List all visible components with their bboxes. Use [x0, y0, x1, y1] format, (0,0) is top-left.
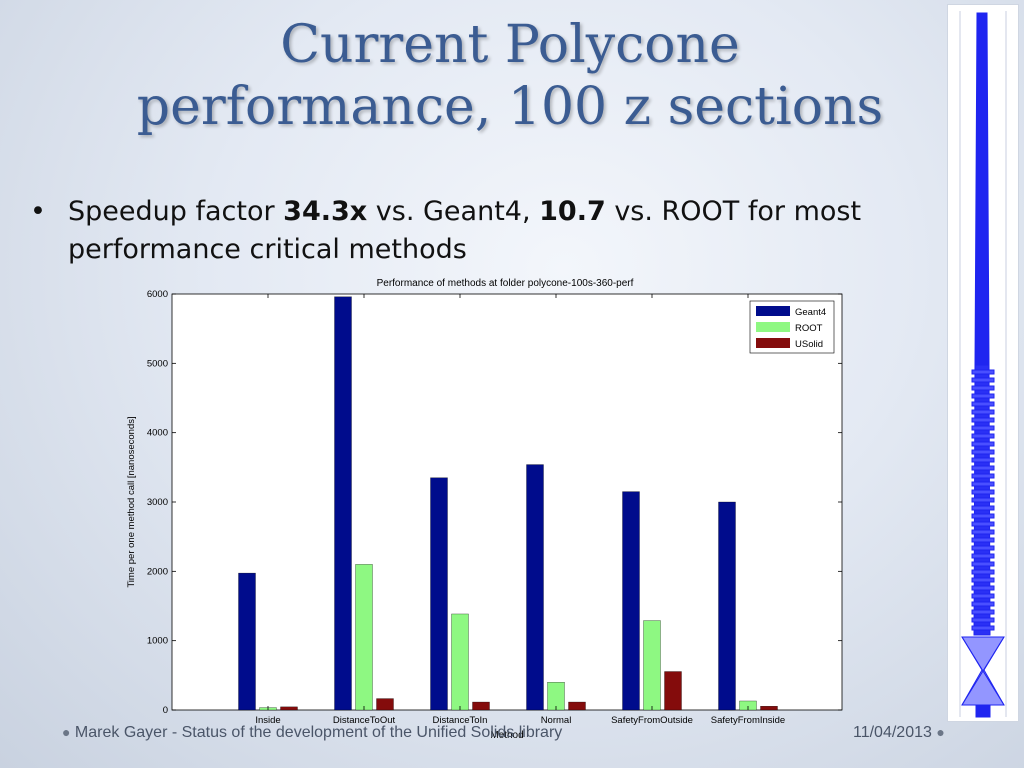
bar-geant4-distancetoout	[334, 296, 352, 711]
polycone-rib	[971, 569, 995, 575]
y-axis: 0 1000 2000 3000 4000 5000 6000	[147, 289, 842, 716]
footer-text: Marek Gayer - Status of the development …	[74, 724, 563, 741]
bullet-marker: •	[30, 196, 46, 227]
x-axis-label: Method	[490, 730, 523, 741]
polycone-rib	[971, 481, 995, 487]
bullet-pre: Speedup factor	[68, 196, 284, 227]
polycone-rib	[971, 433, 995, 439]
polycone-rib	[971, 449, 995, 455]
legend-swatch-geant4	[756, 306, 790, 316]
footer-dot-right: ●	[936, 724, 945, 740]
polycone-rib	[971, 457, 995, 463]
polycone-rib	[971, 561, 995, 567]
bar-usolid-distancetoin	[472, 701, 490, 711]
polycone-rib	[971, 577, 995, 583]
polycone-rib	[971, 417, 995, 423]
polycone-rib	[971, 585, 995, 591]
bullet-post: vs. ROOT for most performance critical m…	[68, 196, 862, 265]
chart-title: Performance of methods at folder polycon…	[377, 278, 634, 289]
polycone-rib	[971, 625, 995, 631]
polycone-rib	[971, 553, 995, 559]
x-tick-label: Normal	[541, 715, 572, 726]
legend-swatch-root	[756, 322, 790, 332]
bar-usolid-normal	[568, 701, 586, 711]
x-tick-label: SafetyFromInside	[711, 715, 785, 726]
bullet-mid: vs. Geant4,	[367, 196, 540, 227]
y-tick-label: 4000	[147, 428, 168, 439]
polycone-rib	[971, 489, 995, 495]
polycone-rib	[971, 617, 995, 623]
legend-swatch-usolid	[756, 338, 790, 348]
polycone-rib	[971, 545, 995, 551]
bar-root-distancetoout	[355, 564, 373, 711]
y-tick-label: 1000	[147, 636, 168, 647]
legend-label-usolid: USolid	[795, 339, 823, 350]
y-tick-label: 0	[163, 705, 168, 716]
polycone-rib	[971, 385, 995, 391]
x-tick-label: SafetyFromOutside	[611, 715, 693, 726]
y-tick-label: 2000	[147, 566, 168, 577]
bar-root-distancetoin	[451, 613, 469, 711]
bar-geant4-inside	[238, 572, 256, 711]
polycone-rib	[971, 441, 995, 447]
polycone-rib	[971, 609, 995, 615]
footer-left: ● Marek Gayer - Status of the developmen…	[62, 724, 562, 742]
polycone-rib	[971, 369, 995, 375]
y-axis-label: Time per one method call [nanoseconds]	[126, 416, 137, 587]
polycone-rib	[971, 465, 995, 471]
bullet-text: Speedup factor 34.3x vs. Geant4, 10.7 vs…	[68, 193, 928, 269]
bar-usolid-safetyfromoutside	[664, 671, 682, 711]
title-line-1: Current Polycone	[280, 15, 740, 75]
slide-title: Current Polycone performance, 100 z sect…	[60, 14, 960, 138]
polycone-rib	[971, 529, 995, 535]
polycone-rib	[971, 505, 995, 511]
bars	[238, 296, 778, 711]
polycone-rib	[971, 521, 995, 527]
performance-chart: Performance of methods at folder polycon…	[126, 278, 843, 741]
x-tick-label: DistanceToIn	[433, 715, 488, 726]
polycone-wireframe-icon	[959, 11, 1007, 718]
footer-date: 11/04/2013	[853, 724, 932, 741]
polycone-rib	[971, 473, 995, 479]
geant-speedup: 34.3x	[283, 196, 368, 227]
x-tick-label: Inside	[255, 715, 280, 726]
polycone-rib	[971, 409, 995, 415]
polycone-rib	[971, 537, 995, 543]
bar-root-normal	[547, 682, 565, 711]
bar-geant4-distancetoin	[430, 477, 448, 711]
polycone-rib	[971, 425, 995, 431]
polycone-rib	[971, 497, 995, 503]
bar-usolid-inside	[280, 706, 298, 711]
y-tick-label: 3000	[147, 497, 168, 508]
y-tick-label: 5000	[147, 358, 168, 369]
title-line-2: performance, 100 z sections	[136, 77, 884, 137]
root-speedup: 10.7	[539, 196, 606, 227]
bar-geant4-safetyfromoutside	[622, 491, 640, 711]
legend-label-geant4: Geant4	[795, 307, 826, 318]
y-tick-label: 6000	[147, 289, 168, 300]
bar-usolid-distancetoout	[376, 698, 394, 711]
polycone-rib	[971, 601, 995, 607]
footer-right: 11/04/2013 ●	[853, 724, 945, 742]
bar-geant4-safetyfrominside	[718, 501, 736, 711]
legend-label-root: ROOT	[795, 323, 823, 334]
footer-dot-left: ●	[62, 724, 71, 740]
plot-area	[171, 293, 843, 711]
polycone-rib	[971, 513, 995, 519]
polycone-rib	[971, 393, 995, 399]
polycone-rib	[971, 377, 995, 383]
polycone-rib	[971, 401, 995, 407]
bar-geant4-normal	[526, 464, 544, 711]
legend: Geant4 ROOT USolid	[749, 300, 835, 354]
bar-usolid-safetyfrominside	[760, 706, 778, 711]
x-tick-label: DistanceToOut	[333, 715, 396, 726]
polycone-image	[947, 4, 1019, 722]
polycone-rib	[971, 593, 995, 599]
x-axis: Inside DistanceToOut DistanceToIn Normal Saf…	[255, 294, 785, 726]
bar-root-safetyfromoutside	[643, 620, 661, 711]
